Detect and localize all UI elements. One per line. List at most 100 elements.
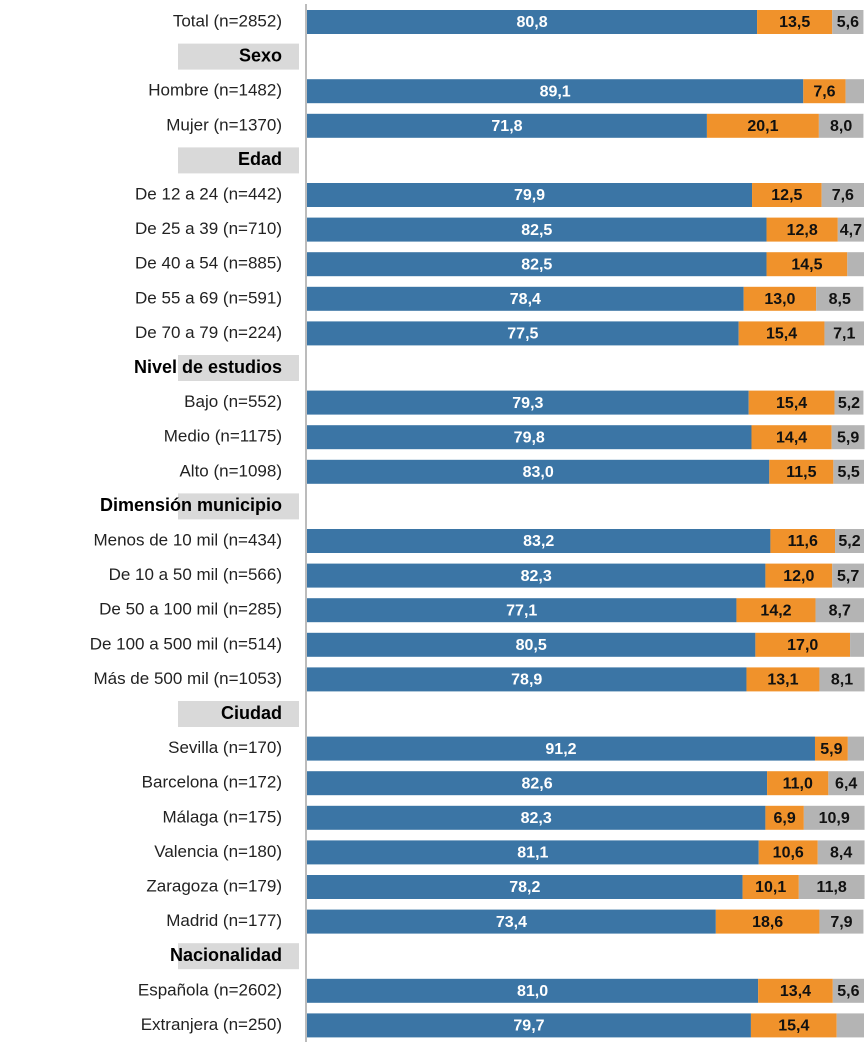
value-label: 81,0 [517,983,548,1000]
bar-segment [750,1013,837,1038]
value-label: 79,3 [512,395,543,412]
value-label: 5,7 [837,568,859,585]
group-header: Edad [238,149,282,169]
group-header: Sexo [239,45,282,65]
bar-segment [766,217,838,242]
bar-segment [307,840,759,865]
bar-segment [831,425,865,450]
value-label: 82,5 [521,222,552,239]
bar-segment [755,632,851,657]
group-header: Dimensión municipio [100,495,282,515]
category-label: Madrid (n=177) [166,911,282,930]
value-label: 89,1 [540,83,571,100]
bar-segment [819,909,864,934]
value-label: 10,9 [819,810,850,827]
bar-segment [847,736,864,761]
bar-segment [798,875,865,899]
value-label: 7,6 [813,83,835,100]
value-label: 80,5 [516,637,547,654]
value-label: 12,8 [787,222,818,239]
bar-segment [743,286,817,311]
value-label: 15,4 [766,326,797,343]
group-header-bg [178,493,299,520]
value-label: 78,2 [509,879,540,896]
value-label: 82,6 [521,775,552,792]
category-label: Valencia (n=180) [154,842,282,861]
value-label: 13,4 [780,983,811,1000]
value-label: 11,8 [817,879,847,896]
bar-segment [832,978,864,1003]
value-label: 6,4 [835,775,857,792]
category-label: De 70 a 79 (n=224) [135,323,282,342]
bar-segment [307,10,758,34]
bar-segment [832,563,864,588]
group-header: Nacionalidad [170,945,282,965]
category-label: Más de 500 mil (n=1053) [93,669,282,688]
category-label: Hombre (n=1482) [148,81,282,100]
bar-segment [835,529,864,553]
bar-segment [821,183,864,207]
value-label: 14,2 [760,602,791,619]
bar-segment [751,425,832,450]
value-label: 71,8 [491,118,522,135]
value-label: 11,6 [788,533,818,550]
value-label: 79,8 [514,429,545,446]
value-label: 78,9 [511,672,542,689]
bar-segment [833,459,864,484]
value-label: 11,5 [786,464,816,481]
value-label: 8,7 [829,602,851,619]
bar-segment [307,113,707,138]
bar-segment [307,321,739,346]
value-label: 8,4 [830,845,852,862]
bar-segment [832,10,864,34]
bar-segment [803,805,865,830]
bar-segment [307,909,716,934]
category-label: Española (n=2602) [138,980,282,999]
bar-segment [307,79,804,104]
value-label: 14,5 [791,256,822,273]
bar-segment [738,321,825,346]
bar-segment [307,390,749,415]
bar-segment [307,425,752,450]
value-label: 82,3 [521,568,552,585]
bar-segment [758,978,833,1003]
value-label: 83,2 [523,533,554,550]
group-header-bg [178,147,299,174]
category-label: Mujer (n=1370) [166,115,282,134]
value-label: 5,2 [838,533,860,550]
bar-segment [816,286,864,311]
value-label: 12,5 [771,187,802,204]
value-label: 8,1 [831,672,853,689]
value-label: 91,2 [545,741,576,758]
bar-segment [307,1013,751,1038]
category-label: Menos de 10 mil (n=434) [93,530,282,549]
category-label: De 100 a 500 mil (n=514) [90,634,282,653]
value-label: 5,2 [838,395,860,412]
group-header: Nivel de estudios [134,357,282,377]
value-label: 79,9 [514,187,545,204]
category-label: Barcelona (n=172) [142,773,282,792]
category-label: De 55 a 69 (n=591) [135,288,282,307]
category-label: Zaragoza (n=179) [146,876,282,895]
bar-segment [742,875,799,899]
value-label: 82,3 [521,810,552,827]
bar-segment [746,667,820,692]
bar-segment [307,286,744,311]
bar-segment [307,183,753,207]
bar-segment [765,563,833,588]
value-label: 81,1 [517,845,548,862]
bar-segment [837,217,864,242]
bar-segment [307,459,770,484]
value-label: 80,8 [516,14,547,31]
bar-segment [307,805,766,830]
bar-segment [815,598,864,623]
bar-segment [845,79,864,104]
category-label: De 25 a 39 (n=710) [135,219,282,238]
bar-segment [307,529,771,553]
category-label: Málaga (n=175) [162,807,282,826]
bar-segment [748,390,835,415]
bar-segment [307,598,737,623]
value-label: 13,1 [767,672,798,689]
value-label: 83,0 [523,464,554,481]
